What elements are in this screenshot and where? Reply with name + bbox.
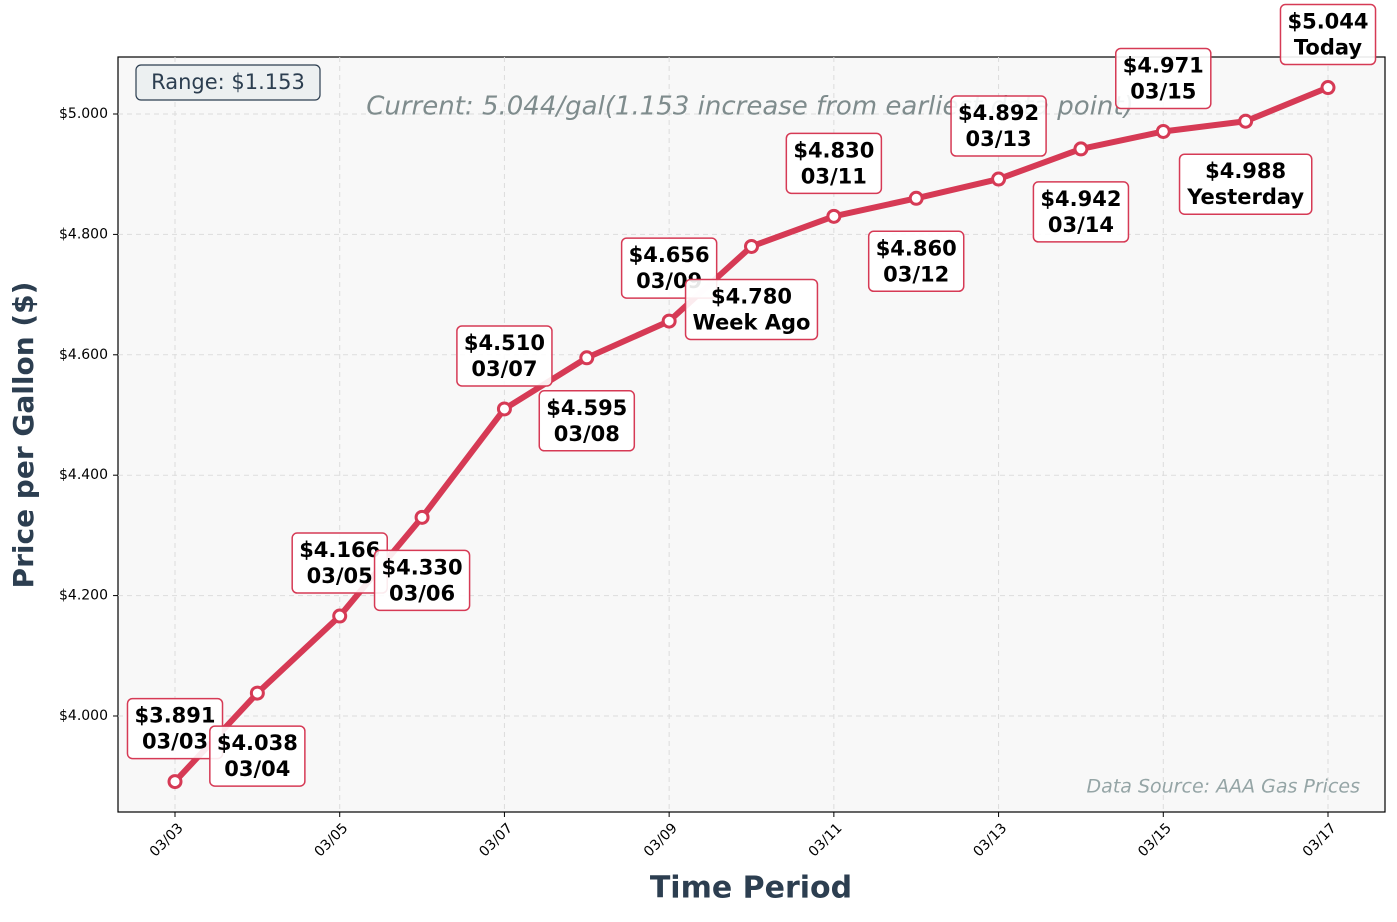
x-tick-label: 03/13	[970, 820, 1010, 860]
annotation-box	[785, 132, 883, 195]
annotation-label: 03/08	[554, 422, 620, 446]
annotation-box	[538, 390, 636, 452]
data-point	[1155, 123, 1171, 139]
annotation-label: Yesterday	[1186, 185, 1304, 209]
annotation-label: 03/07	[471, 357, 537, 381]
data-point	[1238, 113, 1254, 129]
y-tick-label: $5.000	[59, 106, 108, 122]
annotation-box	[1115, 47, 1212, 110]
annotation-value: $4.971	[1123, 53, 1204, 77]
annotation-value: $4.330	[382, 555, 463, 579]
annotation-value: $4.892	[958, 101, 1039, 125]
data-point	[167, 774, 183, 790]
data-point	[991, 171, 1007, 187]
data-point	[1073, 141, 1089, 157]
x-axis-label: Time Period	[650, 871, 852, 906]
annotation-value: $4.830	[793, 138, 874, 162]
data-point	[908, 190, 924, 206]
data-point	[332, 608, 348, 624]
annotation-box	[684, 278, 819, 341]
annotation-value: $4.988	[1205, 159, 1286, 183]
x-tick-label: 03/03	[147, 820, 187, 860]
data-point	[496, 401, 512, 417]
annotation-box	[950, 95, 1047, 157]
annotation-value: $3.891	[134, 704, 215, 728]
annotation-box	[456, 325, 553, 387]
annotation-label: 03/04	[224, 757, 290, 781]
annotation-value: $4.510	[464, 331, 545, 355]
annotation-label: 03/03	[142, 730, 208, 754]
x-tick-label: 03/17	[1300, 820, 1340, 860]
annotation-value: $4.656	[629, 243, 710, 267]
data-point	[249, 685, 265, 701]
annotation-label: 03/15	[1130, 79, 1196, 103]
data-point	[1320, 80, 1336, 96]
annotation-label: 03/11	[801, 164, 867, 188]
annotation-value: $4.166	[299, 538, 380, 562]
y-tick-label: $4.400	[59, 467, 108, 483]
y-axis-label: Price per Gallon ($)	[7, 282, 40, 589]
annotation-label: Today	[1294, 36, 1363, 60]
y-tick-label: $4.800	[59, 226, 108, 242]
x-tick-label: 03/07	[476, 820, 516, 860]
y-tick-label: $4.600	[59, 347, 108, 363]
data-point	[661, 313, 677, 329]
annotation-label: 03/14	[1048, 213, 1114, 237]
annotation-value: $4.595	[546, 396, 627, 420]
plot-area	[117, 56, 1386, 813]
annotation-value: $4.038	[217, 731, 298, 755]
annotation-label: 03/12	[883, 262, 949, 286]
annotation-label: Week Ago	[693, 310, 811, 334]
annotation-label: 03/06	[389, 581, 455, 605]
data-point	[744, 238, 759, 254]
y-tick-label: $4.200	[59, 588, 108, 604]
annotation-box	[867, 230, 965, 293]
x-tick-label: 03/15	[1135, 820, 1175, 860]
x-tick-label: 03/05	[312, 820, 352, 860]
annotation-value: $5.044	[1287, 10, 1368, 34]
annotation-box	[1178, 153, 1313, 215]
annotation-box	[1279, 3, 1377, 66]
annotation-value: $4.942	[1040, 187, 1121, 211]
annotation-label: 03/05	[307, 564, 373, 588]
annotation-value: $4.780	[711, 284, 792, 308]
y-tick-label: $4.000	[59, 708, 108, 724]
annotation-box	[209, 725, 306, 787]
x-tick-label: 03/11	[806, 820, 846, 860]
source-note: Data Source: AAA Gas Prices	[1087, 776, 1361, 798]
annotation-label: 03/13	[966, 127, 1032, 151]
annotation-box	[373, 549, 471, 612]
range-box	[135, 64, 321, 101]
data-point	[826, 208, 842, 224]
data-point	[579, 350, 595, 366]
annotation-box	[1032, 181, 1130, 243]
annotation-value: $4.860	[876, 236, 957, 260]
range-label: Range: $1.153	[151, 70, 305, 94]
x-tick-label: 03/09	[641, 820, 681, 860]
data-point	[414, 509, 430, 525]
